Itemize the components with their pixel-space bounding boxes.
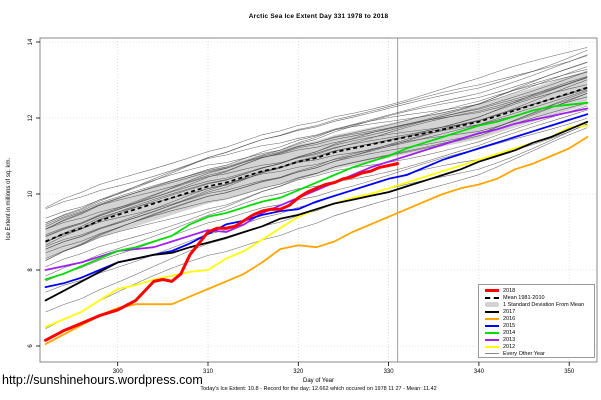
legend-item-label: 2012 — [503, 343, 516, 350]
legend-item: 2015 — [485, 322, 594, 329]
series-line-2017 — [44, 120, 589, 302]
legend-item: 2012 — [485, 343, 594, 350]
legend: 2018 Mean 1981-2010 1 Standard Deviation F… — [478, 284, 595, 358]
legend-item-label: 2018 — [503, 287, 516, 294]
x-tick-label: 300 — [113, 369, 124, 375]
legend-item: 2016 — [485, 315, 594, 322]
legend-item-label: 1 Standard Deviation From Mean — [503, 301, 585, 308]
legend-item-label: Every Other Year — [503, 350, 545, 357]
legend-item-label: Mean 1981-2010 — [503, 294, 545, 301]
plot-border — [39, 37, 598, 363]
legend-swatch-thick — [485, 289, 499, 292]
series-line-2014 — [44, 101, 589, 281]
legend-item-label: 2015 — [503, 322, 516, 329]
legend-item-label: 2013 — [503, 336, 516, 343]
axis-ticks: 300 310 320 330 340 350 6 8 10 12 14 — [28, 38, 575, 375]
legend-swatch-line — [485, 338, 499, 341]
legend-swatch-line — [485, 317, 499, 320]
legend-swatch-thin — [485, 353, 499, 354]
legend-item: 2017 — [485, 308, 594, 315]
y-tick-label: 6 — [28, 344, 34, 348]
url-watermark: http://sunshinehours.wordpress.com — [2, 373, 203, 387]
x-tick-label: 320 — [293, 369, 304, 375]
series-line-2018 — [44, 162, 400, 342]
legend-swatch-line — [485, 345, 499, 348]
legend-item-label: 2017 — [503, 308, 516, 315]
legend-swatch-line — [485, 310, 499, 313]
legend-swatch-band — [485, 302, 499, 307]
series-line-2013 — [44, 107, 589, 271]
chart-caption: Today's Ice Extent: 10.8 - Record for th… — [200, 386, 437, 392]
legend-item: 2014 — [485, 329, 594, 336]
y-tick-label: 10 — [28, 190, 34, 197]
mean-line — [45, 86, 588, 243]
legend-swatch-line — [485, 324, 499, 327]
x-tick-label: 350 — [564, 369, 575, 375]
y-tick-label: 14 — [28, 38, 34, 45]
every-other-year-lines — [45, 47, 588, 330]
legend-item-label: 2014 — [503, 329, 516, 336]
legend-item-label: 2016 — [503, 315, 516, 322]
y-axis-title: Ice Extent in millions of sq. km. — [6, 157, 12, 241]
y-tick-label: 12 — [28, 114, 34, 121]
x-tick-label: 340 — [474, 369, 485, 375]
legend-swatch-dashed — [485, 296, 499, 299]
chart-title: Arctic Sea Ice Extent Day 331 1978 to 20… — [248, 13, 389, 20]
x-tick-label: 330 — [384, 369, 395, 375]
legend-item: 2018 — [485, 287, 594, 294]
x-tick-label: 310 — [203, 369, 214, 375]
x-axis-title: Day of Year — [302, 378, 335, 384]
legend-item: 1 Standard Deviation From Mean — [485, 301, 594, 308]
y-tick-label: 8 — [28, 268, 34, 272]
series-line-2016 — [44, 136, 589, 346]
legend-item: 2013 — [485, 336, 594, 343]
legend-item: Every Other Year — [485, 350, 594, 357]
legend-item: Mean 1981-2010 — [485, 294, 594, 301]
legend-swatch-line — [485, 331, 499, 334]
